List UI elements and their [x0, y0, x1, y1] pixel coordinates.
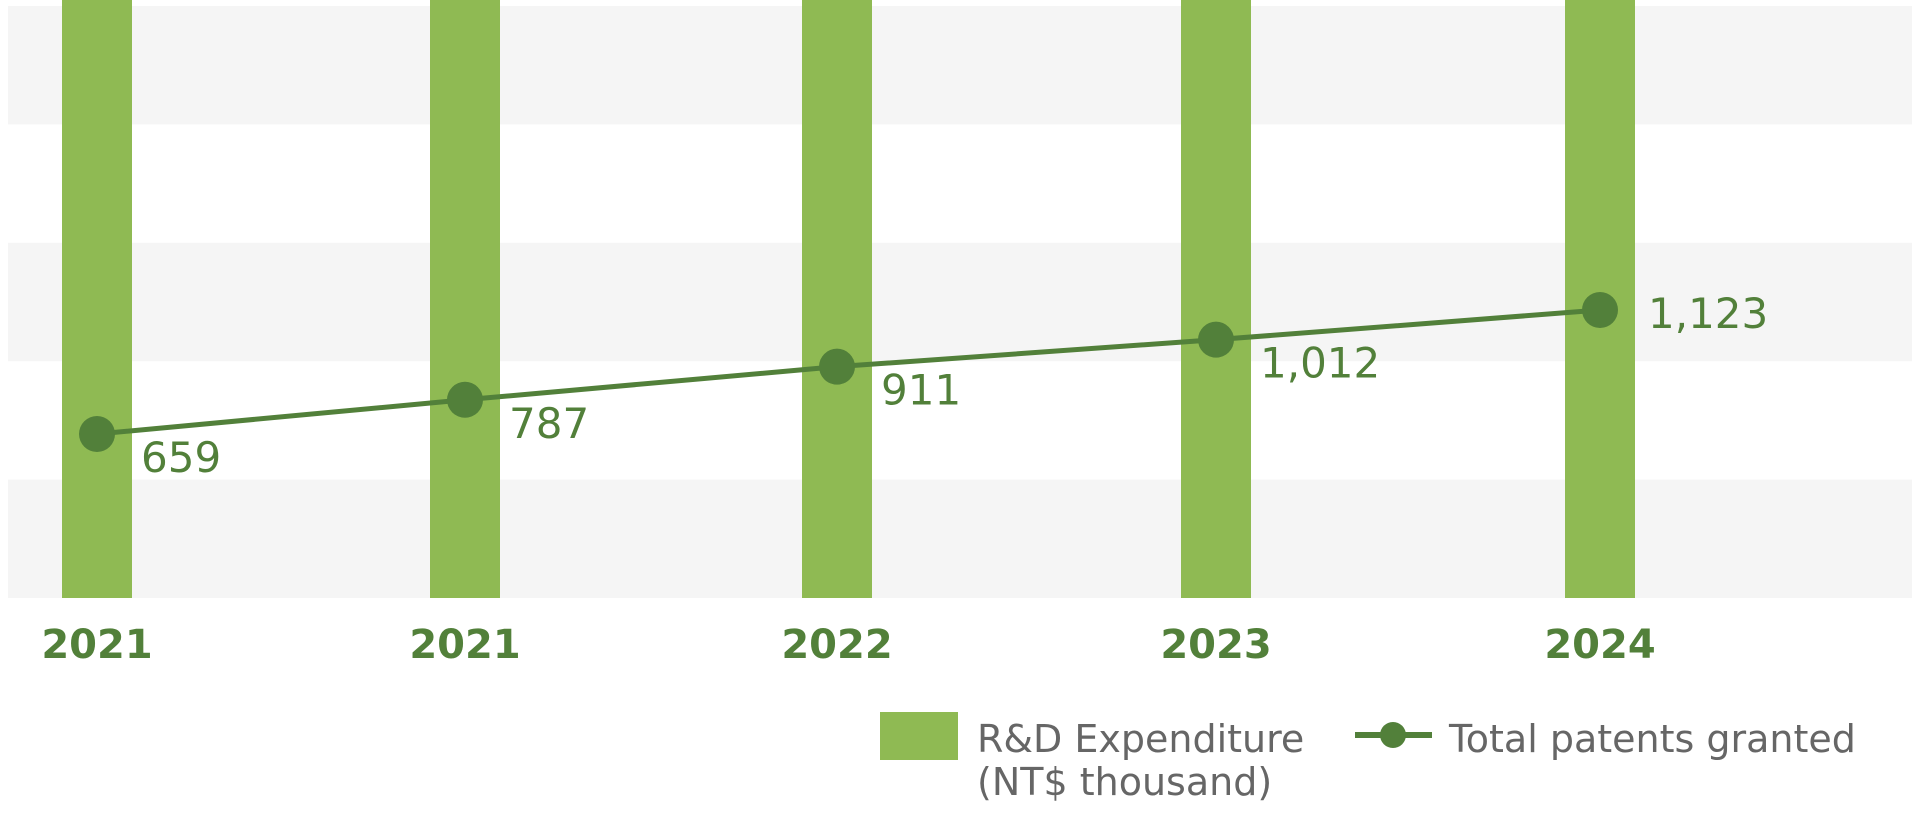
line-value-label: 1,012 [1260, 339, 1380, 388]
line-point [447, 381, 483, 418]
line-series [79, 292, 1618, 452]
x-tick-label: 2021 [41, 622, 152, 668]
legend-swatch-bar [880, 712, 958, 760]
bar [430, 0, 500, 598]
line-point [79, 416, 115, 452]
legend-swatch-marker [1380, 722, 1406, 748]
x-tick-label: 2023 [1160, 622, 1271, 668]
bar [802, 0, 872, 598]
x-tick-label: 2024 [1544, 622, 1655, 668]
legend-label-line: Total patents granted [1448, 717, 1856, 761]
line-point [1198, 321, 1234, 358]
bar-series [62, 0, 1635, 598]
line-value-label: 911 [881, 366, 961, 415]
line-value-label: 1,123 [1648, 289, 1768, 338]
line-point [1582, 292, 1618, 329]
line-value-label: 659 [141, 433, 221, 482]
line-point [819, 348, 855, 385]
x-tick-label: 2021 [409, 622, 520, 668]
bar [62, 0, 132, 598]
legend: R&D Expenditure (NT$ thousand) Total pat… [880, 712, 1856, 804]
x-axis-tick-labels: 2021 2021 2022 2023 2024 [41, 622, 1655, 668]
line-value-labels: 659 787 911 1,012 1,123 [141, 289, 1768, 482]
legend-label-bar-line2: (NT$ thousand) [977, 760, 1272, 804]
legend-label-bar-line1: R&D Expenditure [977, 717, 1304, 761]
x-tick-label: 2022 [781, 622, 892, 668]
bar [1181, 0, 1251, 598]
line-value-label: 787 [509, 399, 589, 448]
